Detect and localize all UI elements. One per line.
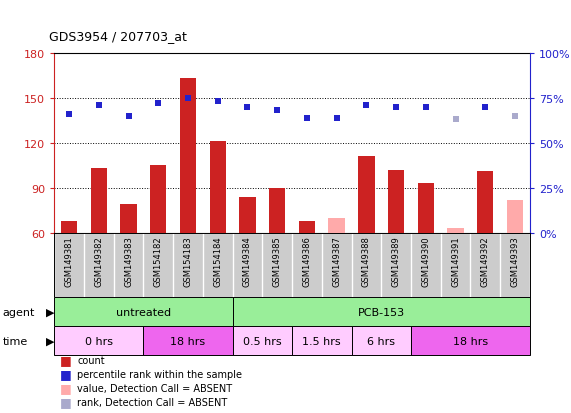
Text: GSM149388: GSM149388 [362,236,371,287]
Bar [417,184,434,233]
Text: 18 hrs: 18 hrs [453,336,488,346]
Text: 1.5 hrs: 1.5 hrs [303,336,341,346]
Text: untreated: untreated [116,307,171,317]
Text: 0 hrs: 0 hrs [85,336,113,346]
Text: GSM154184: GSM154184 [213,236,222,286]
Bar [352,326,411,355]
Bar [232,326,292,355]
Bar [448,229,464,233]
Bar [477,172,493,233]
Text: GSM149387: GSM149387 [332,236,341,287]
Text: percentile rank within the sample: percentile rank within the sample [77,369,242,379]
Bar [150,166,167,233]
Text: GDS3954 / 207703_at: GDS3954 / 207703_at [49,31,186,43]
Text: 18 hrs: 18 hrs [171,336,206,346]
Text: GSM149393: GSM149393 [510,236,520,287]
Text: value, Detection Call = ABSENT: value, Detection Call = ABSENT [77,383,232,393]
Text: time: time [3,336,28,346]
Bar [269,188,286,233]
Bar [292,326,352,355]
Text: GSM154182: GSM154182 [154,236,163,286]
Text: GSM149392: GSM149392 [481,236,490,286]
Bar [61,221,77,233]
Text: GSM149389: GSM149389 [392,236,401,287]
Bar [299,221,315,233]
Bar [91,169,107,233]
Bar [411,326,530,355]
Bar [507,200,523,233]
Text: GSM149385: GSM149385 [273,236,282,287]
Text: ■: ■ [60,395,72,408]
Bar [54,297,232,326]
Bar [120,205,136,233]
Text: count: count [77,355,104,365]
Text: ■: ■ [60,354,72,367]
Bar [180,79,196,233]
Bar [54,326,143,355]
Bar [232,297,530,326]
Text: rank, Detection Call = ABSENT: rank, Detection Call = ABSENT [77,397,227,407]
Text: agent: agent [3,307,35,317]
Text: PCB-153: PCB-153 [357,307,405,317]
Bar [210,142,226,233]
Text: ■: ■ [60,382,72,394]
Text: GSM149382: GSM149382 [94,236,103,287]
Text: ■: ■ [60,368,72,380]
Bar [388,171,404,233]
Bar [143,326,232,355]
Text: GSM149381: GSM149381 [65,236,74,287]
Text: 6 hrs: 6 hrs [367,336,395,346]
Bar [239,197,256,233]
Bar [328,218,345,233]
Text: GSM149383: GSM149383 [124,236,133,287]
Text: ▶: ▶ [46,336,54,346]
Text: ▶: ▶ [46,307,54,317]
Text: GSM149384: GSM149384 [243,236,252,287]
Text: GSM149391: GSM149391 [451,236,460,286]
Text: GSM154183: GSM154183 [183,236,192,287]
Text: GSM149386: GSM149386 [303,236,311,287]
Text: GSM149390: GSM149390 [421,236,431,286]
Bar [358,157,375,233]
Text: 0.5 hrs: 0.5 hrs [243,336,282,346]
